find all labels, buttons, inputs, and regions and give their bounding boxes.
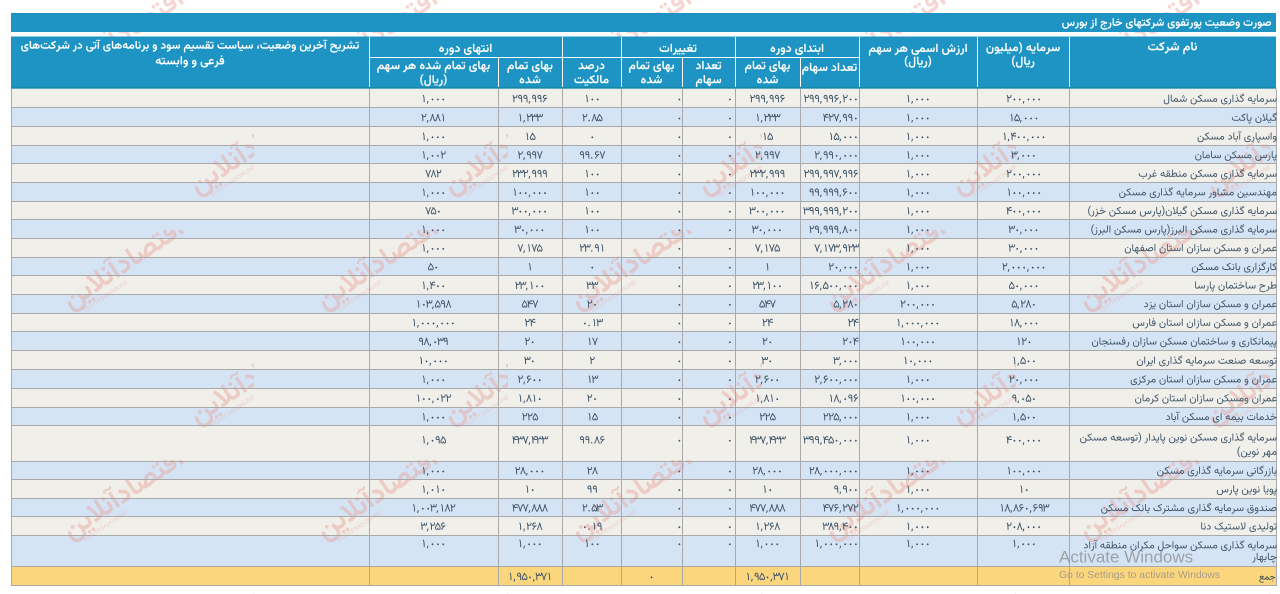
svg-text:Activate Windows: Activate Windows — [1059, 547, 1193, 566]
svg-text:Go to Settings to activate Win: Go to Settings to activate Windows — [1059, 570, 1220, 581]
